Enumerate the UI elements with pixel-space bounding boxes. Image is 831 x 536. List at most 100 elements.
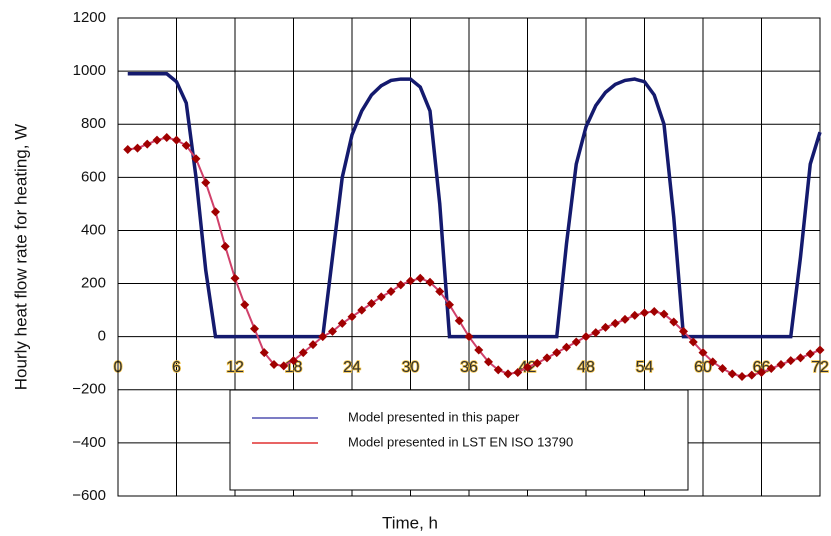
legend-label: Model presented in this paper (348, 409, 520, 424)
marker (211, 207, 220, 217)
marker (503, 369, 513, 379)
marker (464, 332, 474, 342)
marker (269, 360, 279, 370)
marker (259, 348, 269, 358)
marker (571, 337, 581, 347)
marker (142, 139, 152, 149)
marker (454, 316, 464, 326)
marker (201, 178, 211, 188)
marker (698, 348, 708, 358)
marker (649, 306, 659, 316)
marker (679, 326, 688, 336)
y-tick-label: 1200 (73, 9, 106, 26)
x-tick-label: 24 (343, 359, 361, 376)
x-tick-label: 6 (172, 359, 181, 376)
marker (367, 298, 376, 308)
marker (474, 345, 484, 355)
marker (766, 364, 776, 374)
y-tick-label: −200 (72, 381, 106, 398)
y-tick-label: 600 (81, 168, 106, 185)
marker (279, 361, 289, 371)
marker (318, 332, 328, 342)
marker (289, 356, 298, 366)
x-tick-label: 60 (694, 359, 712, 376)
marker (805, 349, 815, 359)
x-tick-label: 36 (460, 359, 478, 376)
marker (172, 135, 181, 145)
marker (133, 143, 142, 153)
y-tick-label: −400 (72, 434, 106, 451)
marker (425, 277, 435, 287)
marker (152, 135, 162, 145)
marker (523, 362, 532, 372)
marker (786, 356, 796, 366)
marker (718, 364, 727, 374)
marker (240, 300, 250, 310)
y-tick-label: 0 (98, 328, 106, 345)
marker (708, 357, 718, 367)
y-tick-label: 1000 (73, 62, 106, 79)
marker (776, 360, 786, 370)
marker (162, 133, 172, 142)
marker (610, 318, 620, 328)
marker (552, 348, 562, 358)
marker (250, 324, 259, 334)
marker (737, 372, 747, 381)
plot-frame (117, 17, 821, 497)
y-tick-label: 400 (81, 221, 106, 238)
marker (601, 322, 610, 332)
marker (376, 292, 386, 302)
marker (123, 144, 133, 154)
y-tick-label: 800 (81, 115, 106, 132)
marker (308, 340, 318, 350)
series-line (127, 136, 821, 378)
marker (298, 348, 308, 358)
marker (347, 312, 357, 322)
marker (620, 314, 630, 324)
marker (562, 342, 571, 352)
y-axis-title: Hourly heat flow rate for heating, W (11, 124, 30, 390)
marker (727, 369, 737, 379)
marker (415, 273, 425, 283)
x-tick-label: 12 (226, 359, 244, 376)
y-tick-label: −600 (72, 487, 106, 504)
marker (630, 310, 640, 320)
x-axis-title: Time, h (382, 513, 438, 532)
series-line (127, 72, 822, 339)
legend-label: Model presented in LST EN ISO 13790 (348, 434, 573, 449)
marker (591, 328, 601, 338)
marker (357, 305, 367, 315)
marker (640, 308, 649, 318)
marker (747, 370, 757, 380)
marker (337, 318, 347, 328)
marker (230, 273, 240, 283)
marker (406, 276, 415, 286)
x-tick-label: 48 (577, 359, 595, 376)
legend-box (229, 389, 689, 491)
marker (757, 368, 766, 378)
x-tick-label: 54 (636, 359, 654, 376)
marker (181, 140, 191, 150)
marker (688, 337, 698, 347)
marker (220, 241, 230, 251)
marker (191, 154, 201, 164)
x-tick-label: 30 (402, 359, 420, 376)
marker (484, 357, 493, 367)
marker (435, 287, 445, 297)
marker (581, 332, 591, 342)
marker (445, 300, 454, 310)
marker (669, 317, 679, 327)
marker (815, 345, 825, 355)
y-tick-label: 200 (81, 275, 106, 292)
marker (328, 326, 337, 336)
marker (493, 365, 503, 375)
marker (396, 280, 406, 290)
marker (659, 309, 669, 319)
marker (386, 287, 396, 297)
marker (513, 368, 523, 378)
marker (532, 358, 542, 368)
marker (542, 353, 552, 363)
marker (796, 353, 805, 363)
x-tick-label: 66 (753, 359, 771, 376)
